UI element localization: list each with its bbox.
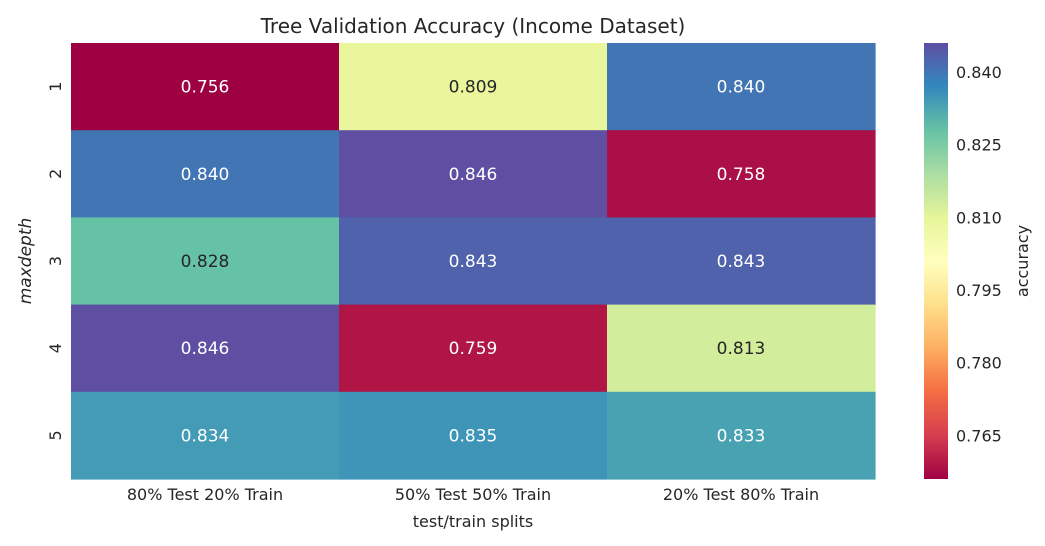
chart-title: Tree Validation Accuracy (Income Dataset… <box>260 14 686 38</box>
colorbar <box>924 43 948 479</box>
heatmap-cell <box>607 391 876 480</box>
heatmap-cell <box>607 130 876 218</box>
heatmap-cell <box>607 304 876 393</box>
heatmap-cell <box>339 43 608 131</box>
heatmap-cell <box>607 43 876 131</box>
heatmap-cell-label: 0.840 <box>181 165 230 185</box>
heatmap-cell <box>71 130 340 218</box>
heatmap-cell <box>71 217 340 306</box>
y-tick-label: 3 <box>46 256 65 266</box>
heatmap-cell <box>339 130 608 218</box>
y-axis-tick-labels: 1 2 3 4 5 <box>46 82 65 441</box>
colorbar-tick-labels: 0.765 0.780 0.795 0.810 0.825 0.840 <box>956 63 1002 445</box>
heatmap-cell-label: 0.828 <box>181 252 230 272</box>
x-tick-label: 20% Test 80% Train <box>663 485 819 504</box>
colorbar-tick-label: 0.810 <box>956 208 1002 227</box>
colorbar-tick-label: 0.765 <box>956 426 1002 445</box>
heatmap-cell-labels: 0.756 0.809 0.840 0.840 0.846 0.758 0.828 0.843… <box>181 78 766 447</box>
heatmap-cell <box>339 304 608 393</box>
y-tick-label: 4 <box>46 343 65 353</box>
colorbar-label: accuracy <box>1013 225 1032 297</box>
colorbar-tick-label: 0.795 <box>956 281 1002 300</box>
x-axis-tick-labels: 80% Test 20% Train 50% Test 50% Train 20% … <box>127 485 819 504</box>
colorbar-tick-label: 0.840 <box>956 63 1002 82</box>
heatmap-cell-label: 0.833 <box>717 426 766 446</box>
y-tick-label: 5 <box>46 430 65 440</box>
heatmap-cell-label: 0.759 <box>449 339 498 359</box>
heatmap-cell <box>71 43 340 131</box>
x-tick-label: 80% Test 20% Train <box>127 485 283 504</box>
x-axis-label: test/train splits <box>413 512 533 531</box>
heatmap-cell-label: 0.840 <box>717 78 766 98</box>
heatmap-cell-label: 0.843 <box>717 252 766 272</box>
heatmap-cell-label: 0.809 <box>449 78 498 98</box>
heatmap-cell-label: 0.846 <box>181 339 230 359</box>
heatmap-cell-label: 0.835 <box>449 426 498 446</box>
heatmap-cell <box>71 304 340 393</box>
heatmap-cell <box>339 217 608 306</box>
heatmap-cell-label: 0.834 <box>181 426 230 446</box>
colorbar-tick-label: 0.780 <box>956 354 1002 373</box>
y-tick-label: 2 <box>46 169 65 179</box>
heatmap-cell <box>71 391 340 480</box>
heatmap-cell <box>339 391 608 480</box>
y-tick-label: 1 <box>46 82 65 92</box>
heatmap-cell-label: 0.758 <box>717 165 766 185</box>
x-tick-label: 50% Test 50% Train <box>395 485 551 504</box>
y-axis-label: maxdepth <box>16 218 36 305</box>
heatmap-cell-label: 0.843 <box>449 252 498 272</box>
colorbar-tick-label: 0.825 <box>956 136 1002 155</box>
heatmap-cell-label: 0.846 <box>449 165 498 185</box>
heatmap-cell-label: 0.813 <box>717 339 766 359</box>
heatmap-cell <box>607 217 876 306</box>
heatmap-cell-label: 0.756 <box>181 78 230 98</box>
heatmap-cells <box>71 43 876 480</box>
